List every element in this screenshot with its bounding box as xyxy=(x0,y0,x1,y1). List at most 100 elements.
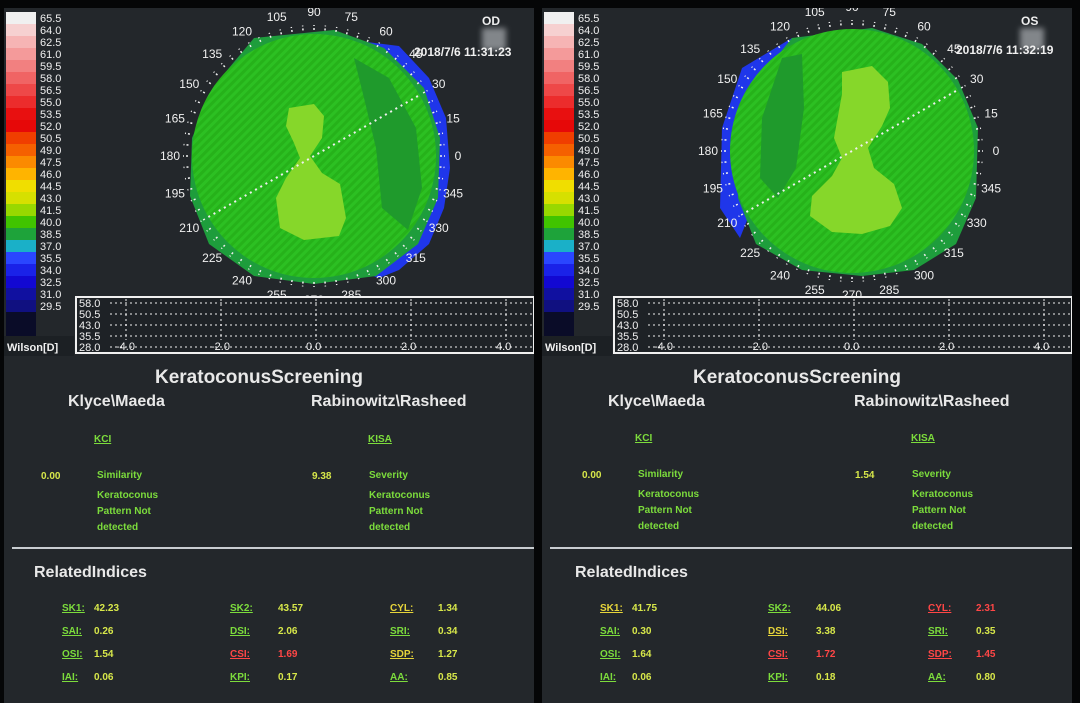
index-label[interactable]: OSI: xyxy=(600,649,621,660)
profile-x-label: -2.0 xyxy=(749,341,768,353)
eye-label: OD xyxy=(482,14,500,28)
eye-label: OS xyxy=(1021,14,1038,28)
index-label[interactable]: OSI: xyxy=(62,649,83,660)
index-label[interactable]: SK1: xyxy=(600,603,623,614)
degree-label: 300 xyxy=(376,274,396,288)
scale-label: 52.0 xyxy=(578,121,599,133)
kci-link[interactable]: KCI xyxy=(94,434,111,445)
kisa-link[interactable]: KISA xyxy=(911,433,935,444)
scale-label: 62.5 xyxy=(40,37,61,49)
scale-swatch xyxy=(544,216,574,228)
scale-swatch xyxy=(6,36,36,48)
scale-swatch xyxy=(6,216,36,228)
profile-x-label: -4.0 xyxy=(116,341,135,353)
os-topography-map: 65.564.062.561.059.558.056.555.053.552.0… xyxy=(542,8,1072,363)
index-label[interactable]: IAI: xyxy=(600,672,616,683)
scale-swatch xyxy=(544,300,574,312)
index-label[interactable]: SAI: xyxy=(62,626,82,637)
index-label[interactable]: SDP: xyxy=(928,649,952,660)
index-value: 41.75 xyxy=(632,603,657,614)
scale-swatch xyxy=(544,168,574,180)
scale-label: 56.5 xyxy=(578,85,599,97)
kci-value: 0.00 xyxy=(582,470,601,481)
method-klyce-maeda: Klyce\Maeda xyxy=(68,393,165,411)
index-label[interactable]: CYL: xyxy=(390,603,413,614)
scale-label: 40.0 xyxy=(578,217,599,229)
scale-label: 44.5 xyxy=(578,181,599,193)
index-label[interactable]: SK1: xyxy=(62,603,85,614)
od-topography-map: 65.564.062.561.059.558.056.555.053.552.0… xyxy=(4,8,534,363)
index-label[interactable]: DSI: xyxy=(230,626,250,637)
index-label[interactable]: SK2: xyxy=(768,603,791,614)
index-label[interactable]: KPI: xyxy=(768,672,788,683)
scale-swatch xyxy=(6,240,36,252)
index-value: 1.54 xyxy=(94,649,113,660)
index-label[interactable]: CSI: xyxy=(230,649,250,660)
degree-label: 30 xyxy=(432,77,446,91)
index-value: 1.27 xyxy=(438,649,457,660)
scale-label: 46.0 xyxy=(40,169,61,181)
section-divider xyxy=(550,547,1072,549)
scale-label: 62.5 xyxy=(578,37,599,49)
degree-label: 75 xyxy=(345,10,359,24)
index-label[interactable]: SDP: xyxy=(390,649,414,660)
degree-label: 180 xyxy=(698,144,718,158)
index-label[interactable]: AA: xyxy=(928,672,946,683)
index-label[interactable]: SRI: xyxy=(390,626,410,637)
section-divider xyxy=(12,547,534,549)
index-label[interactable]: IAI: xyxy=(62,672,78,683)
degree-label: 345 xyxy=(443,186,463,200)
scale-label: 41.5 xyxy=(578,205,599,217)
kisa-value: 9.38 xyxy=(312,471,331,482)
index-value: 1.72 xyxy=(816,649,835,660)
scale-label: 31.0 xyxy=(578,289,599,301)
degree-label: 195 xyxy=(703,181,723,195)
index-value: 1.34 xyxy=(438,603,457,614)
scale-label: 56.5 xyxy=(40,85,61,97)
scale-label: 41.5 xyxy=(40,205,61,217)
scale-label: 29.5 xyxy=(578,301,599,313)
index-label[interactable]: SAI: xyxy=(600,626,620,637)
od-panel: 65.564.062.561.059.558.056.555.053.552.0… xyxy=(4,8,534,703)
scale-label: 65.5 xyxy=(578,13,599,25)
index-label[interactable]: DSI: xyxy=(768,626,788,637)
index-value: 2.31 xyxy=(976,603,995,614)
scale-label: 64.0 xyxy=(40,25,61,37)
scale-swatch xyxy=(6,228,36,240)
degree-label: 240 xyxy=(232,274,252,288)
kci-value: 0.00 xyxy=(41,471,60,482)
scale-label: 52.0 xyxy=(40,121,61,133)
degree-label: 345 xyxy=(981,181,1001,195)
scale-label: 47.5 xyxy=(578,157,599,169)
similarity-label: Similarity xyxy=(97,468,142,484)
degree-label: 225 xyxy=(740,246,760,260)
kisa-link[interactable]: KISA xyxy=(368,434,392,445)
index-label[interactable]: SK2: xyxy=(230,603,253,614)
degree-label: 285 xyxy=(879,283,899,297)
scale-swatch xyxy=(544,288,574,300)
scale-label: 49.0 xyxy=(578,145,599,157)
index-value: 1.45 xyxy=(976,649,995,660)
index-value: 0.34 xyxy=(438,626,457,637)
scale-swatch xyxy=(6,300,36,312)
index-label[interactable]: AA: xyxy=(390,672,408,683)
scale-swatch xyxy=(6,180,36,192)
klyce-result: Keratoconus Pattern Not detected xyxy=(638,487,699,535)
profile-y-label: 28.0 xyxy=(79,342,100,354)
index-label[interactable]: SRI: xyxy=(928,626,948,637)
profile-x-label: 2.0 xyxy=(401,341,416,353)
index-label[interactable]: CYL: xyxy=(928,603,951,614)
index-value: 44.06 xyxy=(816,603,841,614)
degree-label: 90 xyxy=(307,8,321,19)
scale-swatch xyxy=(544,12,574,24)
index-value: 3.38 xyxy=(816,626,835,637)
index-label[interactable]: CSI: xyxy=(768,649,788,660)
index-label[interactable]: KPI: xyxy=(230,672,250,683)
kci-link[interactable]: KCI xyxy=(635,433,652,444)
related-indices-title: RelatedIndices xyxy=(34,564,147,582)
scale-swatch xyxy=(6,204,36,216)
degree-label: 210 xyxy=(717,216,737,230)
profile-x-label: 0.0 xyxy=(306,341,321,353)
scale-swatch xyxy=(6,132,36,144)
scale-label: 53.5 xyxy=(40,109,61,121)
